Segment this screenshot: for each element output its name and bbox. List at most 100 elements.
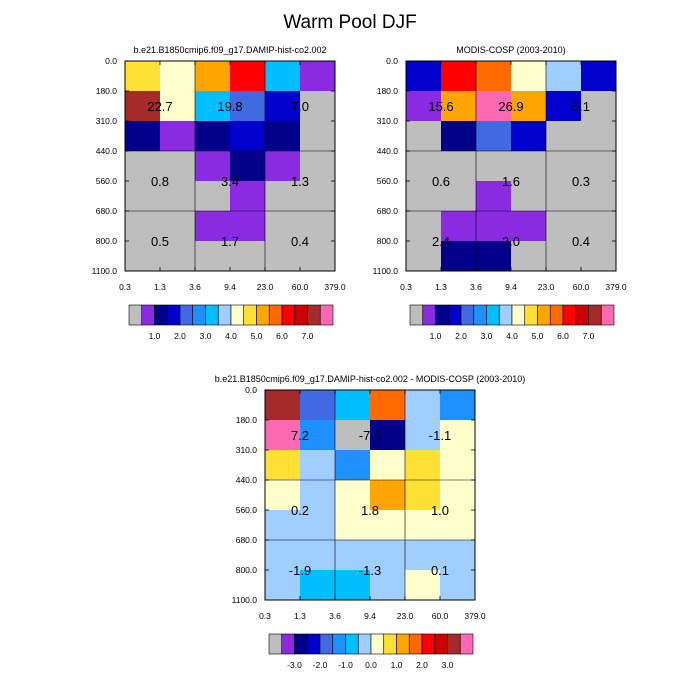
heatmap-cell <box>300 510 336 541</box>
colorbar-swatch <box>307 304 321 326</box>
heatmap-cell <box>195 151 231 182</box>
heatmap-cell <box>440 540 476 571</box>
colorbar-label: 3.0 <box>200 331 212 341</box>
heatmap-cell <box>476 91 512 122</box>
colorbar-swatch <box>600 304 615 326</box>
y-tick-label: 680.0 <box>96 206 118 216</box>
heatmap-cell <box>370 480 406 511</box>
heatmap-cell <box>370 510 406 541</box>
heatmap-cell <box>125 211 161 242</box>
x-tick-label: 60.0 <box>292 282 309 292</box>
x-tick-label: 379.0 <box>324 282 346 292</box>
heatmap-cell <box>300 181 336 212</box>
colorbar-label: 6.0 <box>557 331 569 341</box>
x-tick-label: 3.6 <box>329 611 341 621</box>
heatmap-cell <box>581 211 617 242</box>
heatmap-cell <box>300 570 336 601</box>
heatmap-cell <box>125 151 161 182</box>
colorbar-swatch <box>537 304 551 326</box>
heatmap-cell <box>195 61 231 92</box>
x-tick-label: 379.0 <box>464 611 486 621</box>
block-label: 7.0 <box>291 99 309 114</box>
heatmap-cell <box>581 61 617 92</box>
heatmap-cell <box>511 241 547 272</box>
heatmap-cell <box>546 211 582 242</box>
y-tick-label: 440.0 <box>96 146 118 156</box>
heatmap-cell <box>265 61 301 92</box>
colorbar-swatch <box>319 633 334 655</box>
block-label: 3.0 <box>502 234 520 249</box>
colorbar-swatch <box>524 304 538 326</box>
heatmap-cell <box>581 91 617 122</box>
heatmap-cell <box>160 121 196 152</box>
x-tick-label: 23.0 <box>538 282 555 292</box>
x-tick-label: 1.3 <box>154 282 166 292</box>
block-label: 1.0 <box>431 503 449 518</box>
heatmap-cell <box>160 181 196 212</box>
colorbar-label: 6.0 <box>276 331 288 341</box>
heatmap-cell <box>160 211 196 242</box>
y-tick-label: 1100.0 <box>232 595 258 605</box>
colorbar-label: 4.0 <box>225 331 237 341</box>
heatmap-cell <box>546 61 582 92</box>
heatmap-cell <box>125 241 161 272</box>
colorbar-swatch <box>511 304 526 326</box>
colorbar-swatch <box>332 633 346 655</box>
heatmap-cell <box>300 390 336 421</box>
colorbar-swatch <box>128 304 143 326</box>
y-tick-label: 180.0 <box>377 86 399 96</box>
y-tick-label: 560.0 <box>236 505 258 515</box>
chart-panel-3: b.e21.B1850cmip6.f09_g17.DAMIP-hist-co2.… <box>215 374 526 670</box>
heatmap-cell <box>230 151 266 182</box>
heatmap-cell <box>441 241 477 272</box>
y-tick-label: 440.0 <box>236 475 258 485</box>
heatmap-cell <box>265 510 301 541</box>
y-tick-label: 560.0 <box>377 176 399 186</box>
y-tick-label: 310.0 <box>377 116 399 126</box>
heatmap-cell <box>265 540 301 571</box>
heatmap-cell <box>300 540 336 571</box>
heatmap-cell <box>440 510 476 541</box>
heatmap-cell <box>265 91 301 122</box>
block-label: 0.1 <box>431 563 449 578</box>
heatmap-cell <box>405 480 441 511</box>
heatmap-cell <box>265 480 301 511</box>
heatmap-cell <box>476 61 512 92</box>
colorbar: -3.0 -2.0 -1.0 0.0 1.0 2.0 3.0 <box>268 633 474 670</box>
block-label: 1.8 <box>361 503 379 518</box>
x-tick-label: 9.4 <box>364 611 376 621</box>
colorbar-swatch <box>434 633 448 655</box>
colorbar-label: 1.0 <box>430 331 442 341</box>
colorbar-swatch <box>230 304 245 326</box>
block-label: 0.4 <box>291 234 309 249</box>
heatmap-cell <box>441 121 477 152</box>
block-label: 19.8 <box>217 99 242 114</box>
y-tick-label: 0.0 <box>245 385 257 395</box>
heatmap-cell <box>265 181 301 212</box>
block-label: 0.8 <box>151 174 169 189</box>
heatmap-cell <box>406 121 442 152</box>
heatmap-cell <box>335 390 371 421</box>
heatmap-cell <box>335 450 371 481</box>
heatmap-cell <box>546 181 582 212</box>
x-tick-label: 9.4 <box>224 282 236 292</box>
block-label: 7.2 <box>291 428 309 443</box>
heatmap-cell <box>335 420 371 451</box>
x-tick-label: 23.0 <box>257 282 274 292</box>
panel-title: MODIS-COSP (2003-2010) <box>456 45 565 55</box>
heatmap-cell <box>160 61 196 92</box>
heatmap-cell <box>581 151 617 182</box>
colorbar-swatch <box>154 304 168 326</box>
heatmap-cell <box>546 121 582 152</box>
heatmap-cell <box>476 211 512 242</box>
colorbar-swatch <box>447 304 462 326</box>
colorbar-swatch <box>370 633 385 655</box>
heatmap-cell <box>406 241 442 272</box>
colorbar-swatch <box>306 633 321 655</box>
y-tick-label: 560.0 <box>96 176 118 186</box>
heatmap-cell <box>405 510 441 541</box>
heatmap-cell <box>335 570 371 601</box>
heatmap-cell <box>441 61 477 92</box>
heatmap-cell <box>125 121 161 152</box>
